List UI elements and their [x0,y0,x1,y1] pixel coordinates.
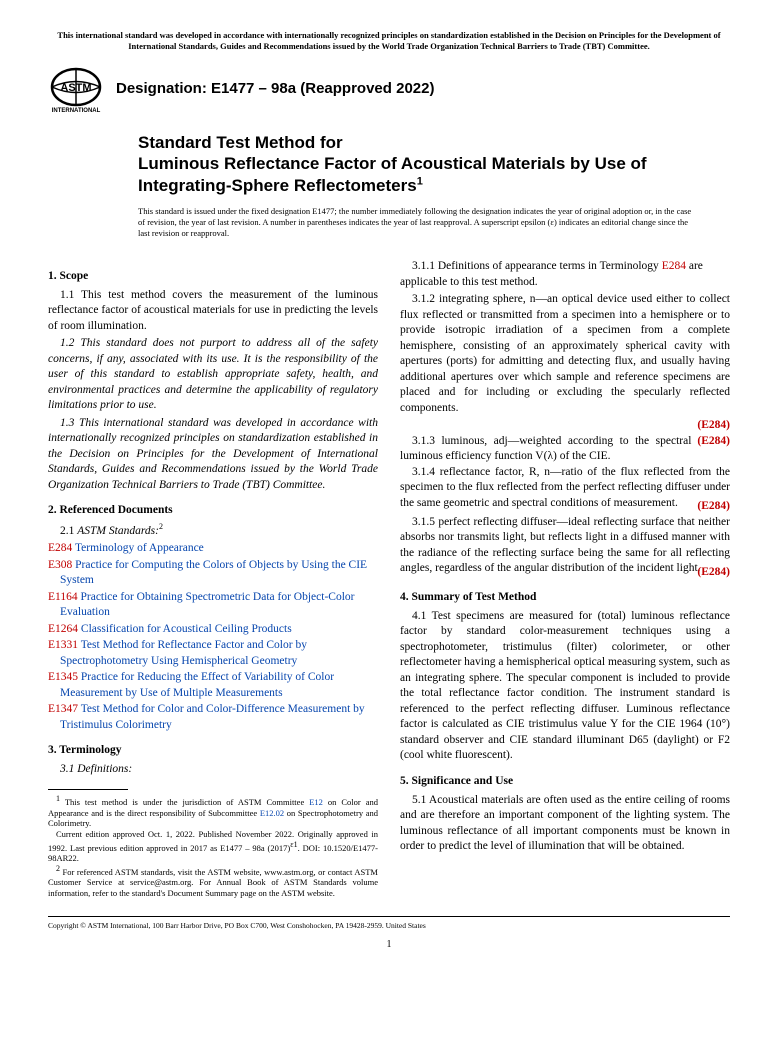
ref-e1264-code[interactable]: E1264 [48,623,78,635]
svg-text:INTERNATIONAL: INTERNATIONAL [52,108,101,114]
ref-e308-text[interactable]: Practice for Computing the Colors of Obj… [60,559,367,587]
title-line1: Standard Test Method for [138,132,730,153]
fn1-link1[interactable]: E12 [309,797,323,807]
ref-315[interactable]: (E284) [697,566,730,578]
para-1-2: 1.2 This standard does not purport to ad… [48,336,378,414]
ref-e308-code[interactable]: E308 [48,559,72,571]
fn1-link2[interactable]: E12.02 [260,808,284,818]
two-column-body: 1. Scope 1.1 This test method covers the… [48,259,730,898]
para-3-1-1: 3.1.1 Definitions of appearance terms in… [400,259,730,290]
ref-e1345-text[interactable]: Practice for Reducing the Effect of Vari… [60,671,334,699]
footnote-rule [48,789,128,790]
p313-ref[interactable]: (E284) [691,434,730,465]
para-3-1: 3.1 Definitions: [48,762,378,778]
para-3-1-5-wrap: 3.1.5 perfect reflecting diffuser—ideal … [400,515,730,581]
para-3-1-2-wrap: 3.1.2 integrating sphere, n—an optical d… [400,292,730,434]
section-2-head: 2. Referenced Documents [48,503,378,519]
ref-e1345-code[interactable]: E1345 [48,671,78,683]
ref-e308: E308 Practice for Computing the Colors o… [48,558,378,589]
footnote-2: 2 For referenced ASTM standards, visit t… [48,864,378,899]
title-footnote-marker: 1 [417,175,423,187]
section-5-head: 5. Significance and Use [400,774,730,790]
header-row: ASTM INTERNATIONAL Designation: E1477 – … [48,64,730,114]
copyright-line: Copyright © ASTM International, 100 Barr… [48,916,730,931]
astm-logo: ASTM INTERNATIONAL [48,64,104,114]
left-column: 1. Scope 1.1 This test method covers the… [48,259,378,898]
para-3-1-2: 3.1.2 integrating sphere, n—an optical d… [400,292,730,416]
p311-link[interactable]: E284 [662,260,686,272]
issue-note: This standard is issued under the fixed … [138,206,730,239]
section-3-head: 3. Terminology [48,743,378,759]
ref-314[interactable]: (E284) [697,500,730,512]
ref-e284-code[interactable]: E284 [48,542,72,554]
ref-e1347-text[interactable]: Test Method for Color and Color-Differen… [60,703,365,731]
ref-e1164: E1164 Practice for Obtaining Spectrometr… [48,590,378,621]
p313-text: 3.1.3 luminous, adj—weighted according t… [400,434,691,465]
para-2-1: 2.1 ASTM Standards:2 [48,522,378,539]
ref-e1345: E1345 Practice for Reducing the Effect o… [48,670,378,701]
ref-e1331: E1331 Test Method for Reflectance Factor… [48,638,378,669]
title-text: Luminous Reflectance Factor of Acoustica… [138,154,647,194]
section-4-head: 4. Summary of Test Method [400,590,730,606]
ref-312[interactable]: (E284) [697,419,730,431]
ref-e1264-text[interactable]: Classification for Acoustical Ceiling Pr… [78,623,292,635]
para-2-1-sup: 2 [159,522,163,531]
ref-e1164-text[interactable]: Practice for Obtaining Spectrometric Dat… [60,591,354,619]
para-3-1-2-ref: (E284) [400,418,730,434]
para-3-1-5: 3.1.5 perfect reflecting diffuser—ideal … [400,515,730,577]
designation: Designation: E1477 – 98a (Reapproved 202… [116,79,434,99]
ref-e1347-code[interactable]: E1347 [48,703,78,715]
footnote-1: 1 This test method is under the jurisdic… [48,794,378,829]
svg-text:ASTM: ASTM [60,82,91,94]
fn1-a: This test method is under the jurisdicti… [60,797,309,807]
tbt-notice: This international standard was develope… [48,30,730,52]
para-2-1-italic: ASTM Standards: [77,525,159,537]
ref-e1331-text[interactable]: Test Method for Reflectance Factor and C… [60,639,307,667]
para-3-1-4-wrap: 3.1.4 reflectance factor, R, n—ratio of … [400,465,730,515]
p311-a: 3.1.1 Definitions of appearance terms in… [412,260,662,272]
para-2-1-label: 2.1 [60,525,77,537]
fn1-d-sup: ε1 [290,840,297,849]
para-4-1: 4.1 Test specimens are measured for (tot… [400,609,730,764]
page-number: 1 [48,938,730,952]
para-1-3: 1.3 This international standard was deve… [48,416,378,494]
ref-e1264: E1264 Classification for Acoustical Ceil… [48,622,378,638]
footnote-1b: Current edition approved Oct. 1, 2022. P… [48,829,378,864]
para-1-1: 1.1 This test method covers the measurem… [48,288,378,335]
title-block: Standard Test Method for Luminous Reflec… [138,132,730,196]
ref-e1347: E1347 Test Method for Color and Color-Di… [48,702,378,733]
right-column: 3.1.1 Definitions of appearance terms in… [400,259,730,898]
ref-e1164-code[interactable]: E1164 [48,591,78,603]
fn2-text: For referenced ASTM standards, visit the… [48,867,378,898]
ref-e1331-code[interactable]: E1331 [48,639,78,651]
section-1-head: 1. Scope [48,269,378,285]
para-5-1: 5.1 Acoustical materials are often used … [400,793,730,855]
para-3-1-3: 3.1.3 luminous, adj—weighted according t… [400,434,730,465]
ref-e284-text[interactable]: Terminology of Appearance [72,542,204,554]
title-line2: Luminous Reflectance Factor of Acoustica… [138,153,730,196]
ref-e284: E284 Terminology of Appearance [48,541,378,557]
